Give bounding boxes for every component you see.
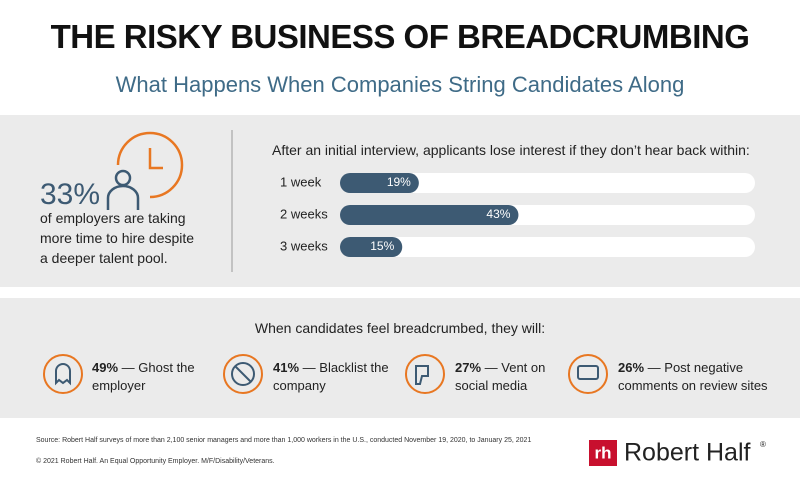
subtitle: What Happens When Companies String Candi… — [115, 72, 685, 97]
logo-symbol: ® — [760, 440, 766, 449]
stat-line: a deeper talent pool. — [40, 250, 168, 266]
category-label: 2 weeks — [280, 206, 328, 221]
bar-track — [340, 173, 755, 193]
panel — [0, 298, 800, 418]
bar — [340, 205, 519, 225]
bar-chart: 1 week 19% 2 weeks 43% 3 weeks 15% — [280, 173, 755, 257]
chart-title: After an initial interview, applicants l… — [272, 142, 750, 158]
stat-value: 33% — [40, 178, 101, 211]
reaction-value: 27% — [455, 360, 482, 375]
reaction: 49% — Ghost the employer — [92, 359, 217, 395]
stat-line: of employers are taking — [40, 210, 186, 226]
reactions-title: When candidates feel breadcrumbed, they … — [254, 320, 546, 336]
logo-box — [589, 440, 617, 466]
reaction-value: 49% — [92, 360, 119, 375]
bar — [340, 237, 403, 257]
source: Source: Robert Half surveys of more than… — [36, 437, 532, 444]
bar-track — [340, 237, 755, 257]
reaction-icons — [43, 354, 608, 394]
reaction-text: — Ghost the employer — [92, 360, 195, 393]
reaction-text: — Vent on social media — [455, 360, 546, 393]
stat-text: of employers are taking more time to hire… — [40, 208, 194, 268]
reaction: 26% — Post negative comments on review s… — [618, 359, 778, 395]
reaction: 41% — Blacklist the company — [273, 359, 403, 395]
reaction-text: — Blacklist the company — [273, 360, 389, 393]
reaction-text: — Post negative comments on review sites — [618, 360, 768, 393]
category-label: 1 week — [280, 174, 322, 189]
value-label: 43% — [486, 207, 510, 221]
reaction: 27% — Vent on social media — [455, 359, 575, 395]
clock-person-icon — [106, 131, 184, 210]
logo-text: Robert Half — [624, 439, 750, 467]
reaction-value: 26% — [618, 360, 645, 375]
title: THE RISKY BUSINESS OF BREADCRUMBING — [50, 18, 750, 55]
stat-line: more time to hire despite — [40, 230, 195, 246]
value-label: 15% — [370, 239, 394, 253]
panel — [0, 115, 800, 287]
copyright: © 2021 Robert Half. An Equal Opportunity… — [36, 458, 275, 465]
logo-mark: rh — [595, 443, 612, 462]
value-label: 19% — [387, 175, 411, 189]
bar — [340, 173, 419, 193]
reaction-value: 41% — [273, 360, 300, 375]
category-label: 3 weeks — [280, 238, 328, 253]
